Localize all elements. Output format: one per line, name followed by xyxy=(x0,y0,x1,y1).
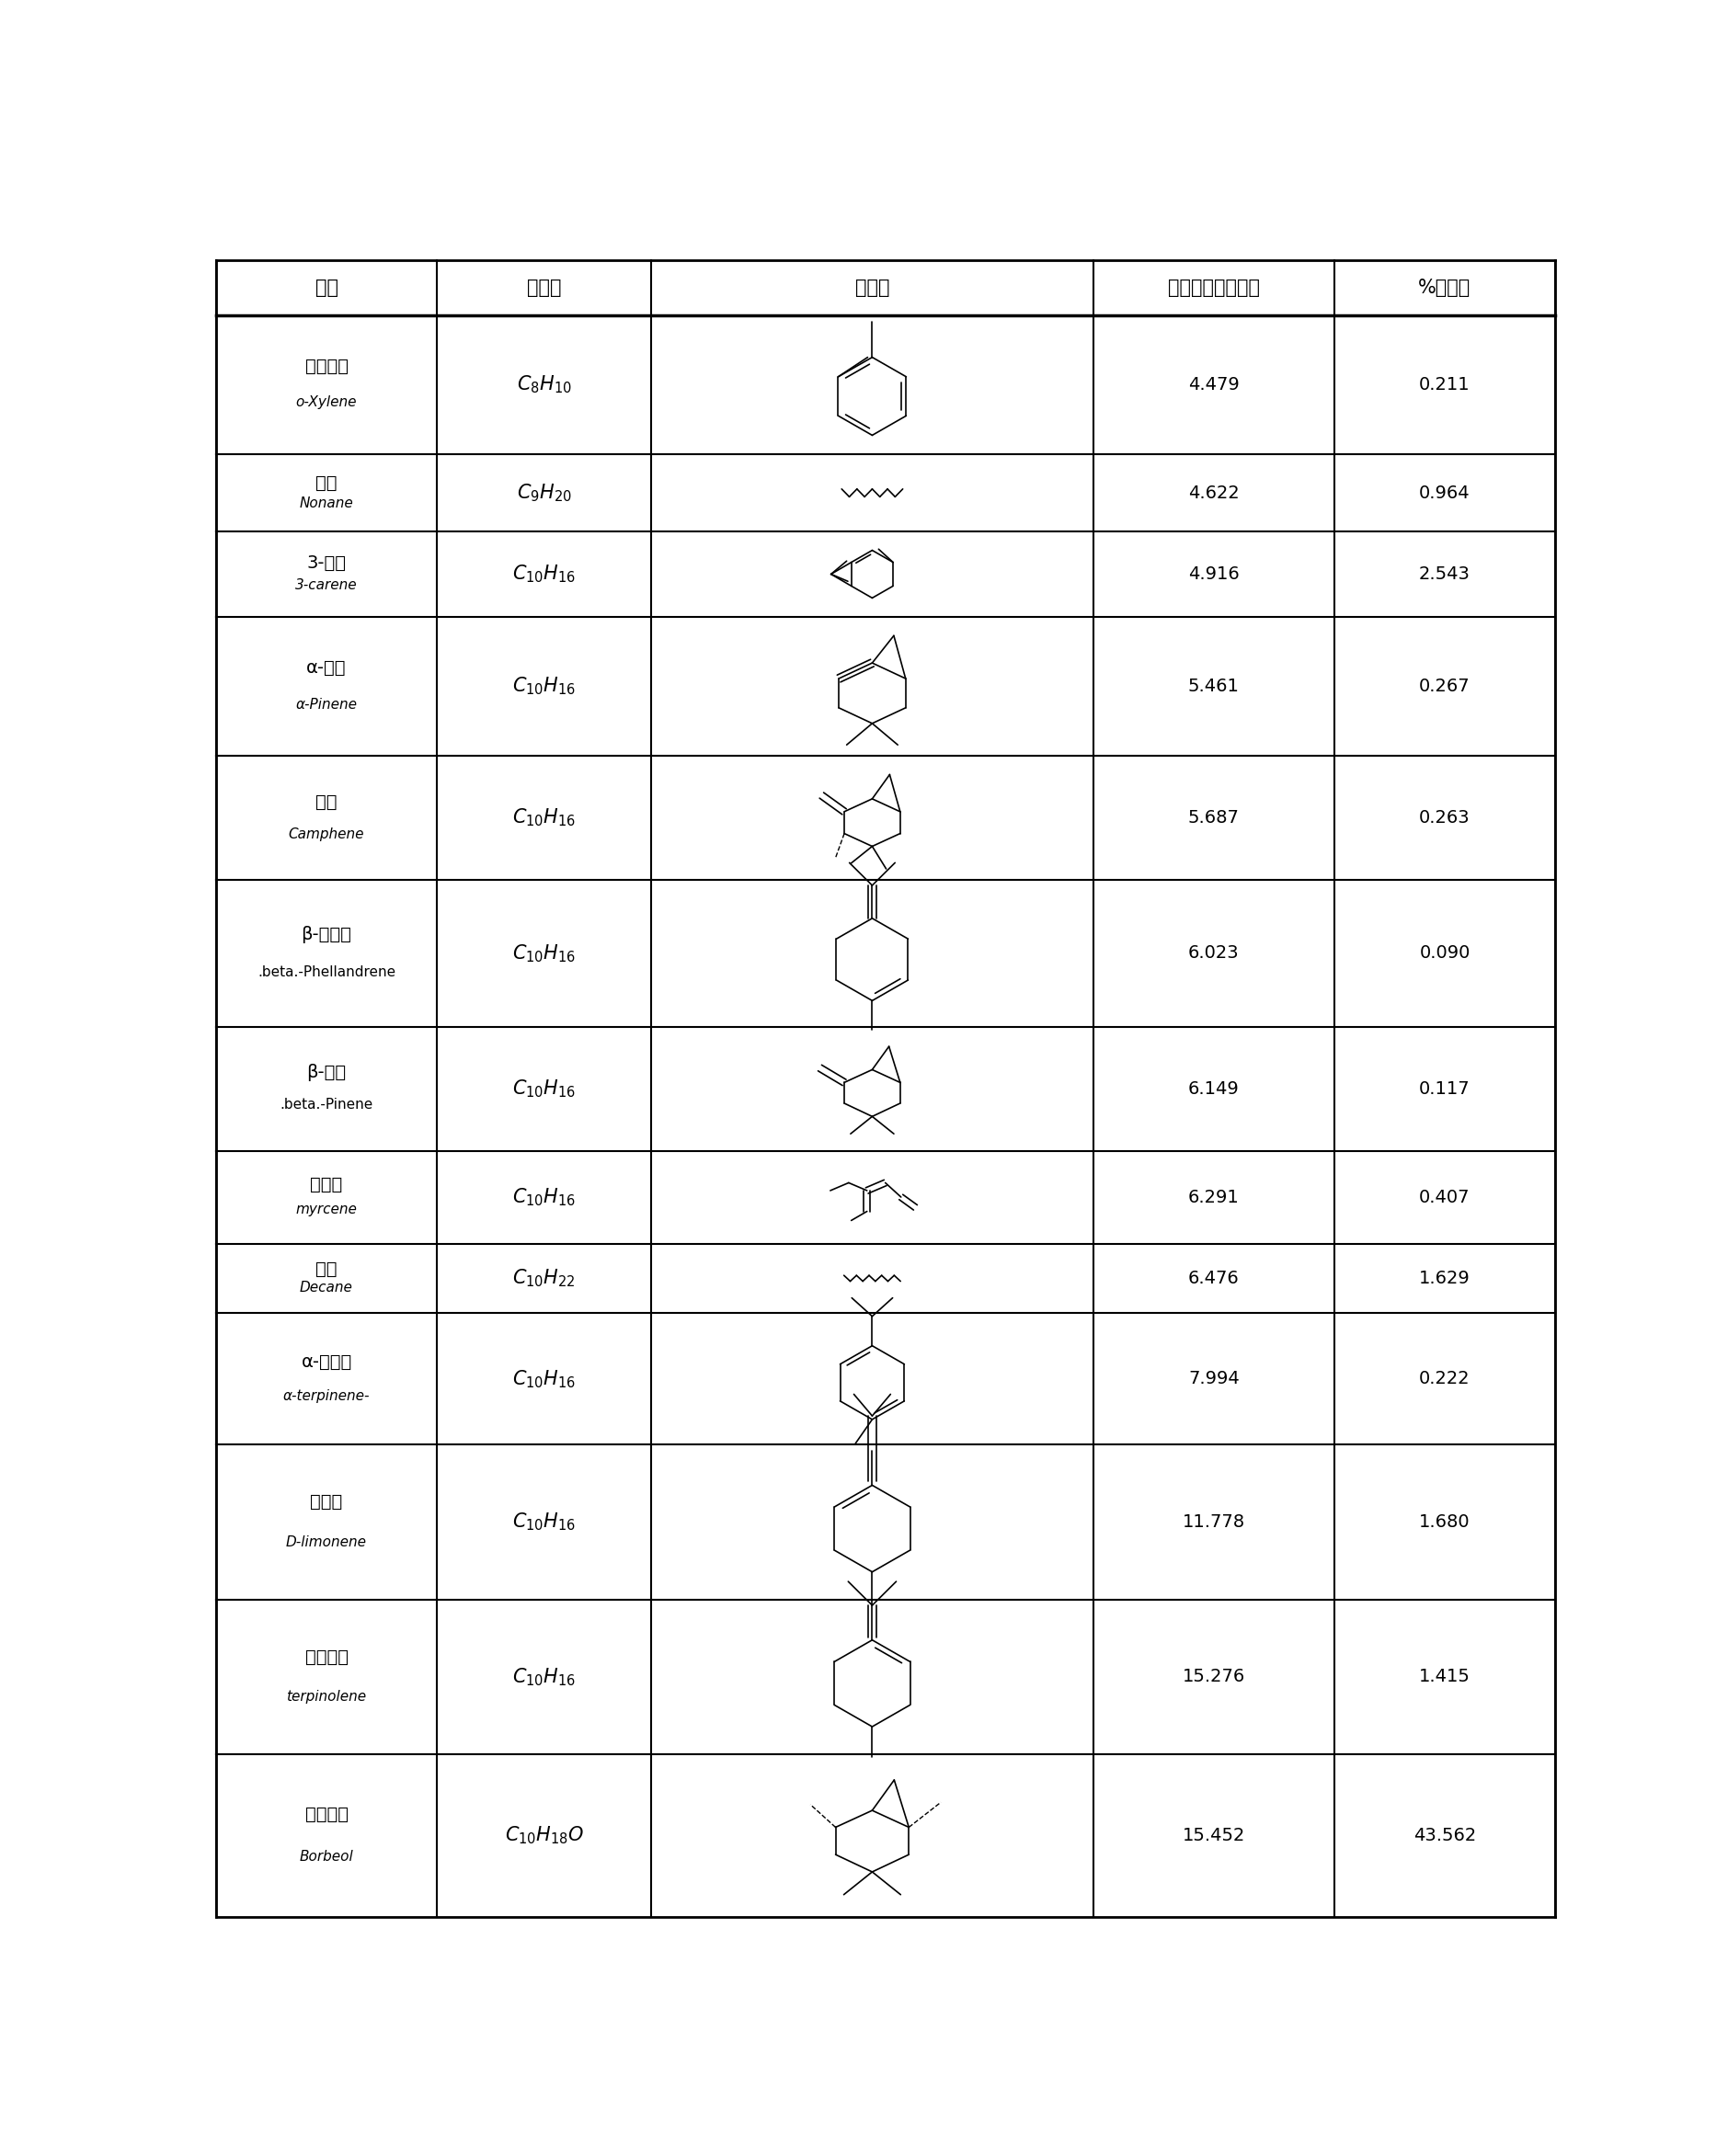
Text: Decane: Decane xyxy=(301,1281,353,1294)
Text: 6.291: 6.291 xyxy=(1189,1188,1239,1205)
Text: 0.090: 0.090 xyxy=(1419,944,1471,962)
Text: α-蒎烯: α-蒎烯 xyxy=(306,660,347,677)
Text: 0.267: 0.267 xyxy=(1419,677,1471,694)
Text: 3-蒈烯: 3-蒈烯 xyxy=(306,554,346,571)
Text: 名称: 名称 xyxy=(314,278,339,298)
Text: .beta.-Phellandrene: .beta.-Phellandrene xyxy=(257,966,396,979)
Text: 结构式: 结构式 xyxy=(855,278,890,298)
Text: 15.452: 15.452 xyxy=(1182,1826,1246,1843)
Text: 11.778: 11.778 xyxy=(1182,1514,1246,1531)
Text: 1.629: 1.629 xyxy=(1419,1270,1471,1287)
Text: $\mathit{C_{10}H_{16}}$: $\mathit{C_{10}H_{16}}$ xyxy=(511,1511,575,1533)
Text: 5.461: 5.461 xyxy=(1189,677,1239,694)
Text: 0.407: 0.407 xyxy=(1419,1188,1471,1205)
Text: 1.680: 1.680 xyxy=(1419,1514,1471,1531)
Text: α-松油烯: α-松油烯 xyxy=(301,1354,353,1371)
Text: $\mathit{C_8H_{10}}$: $\mathit{C_8H_{10}}$ xyxy=(517,373,572,395)
Text: $\mathit{C_{10}H_{16}}$: $\mathit{C_{10}H_{16}}$ xyxy=(511,1078,575,1100)
Text: 0.263: 0.263 xyxy=(1419,808,1471,826)
Text: $\mathit{C_{10}H_{16}}$: $\mathit{C_{10}H_{16}}$ xyxy=(511,675,575,696)
Text: 0.211: 0.211 xyxy=(1419,375,1471,392)
Text: .beta.-Pinene: .beta.-Pinene xyxy=(280,1097,373,1112)
Text: 3-carene: 3-carene xyxy=(295,578,358,593)
Text: 4.622: 4.622 xyxy=(1189,485,1239,502)
Text: $\mathit{C_{10}H_{16}}$: $\mathit{C_{10}H_{16}}$ xyxy=(511,806,575,828)
Text: α-Pinene: α-Pinene xyxy=(295,699,358,711)
Text: o-Xylene: o-Xylene xyxy=(295,397,358,410)
Text: β-水芹烯: β-水芹烯 xyxy=(301,925,353,942)
Text: 6.023: 6.023 xyxy=(1189,944,1239,962)
Text: 龙脑莰醇: 龙脑莰醇 xyxy=(304,1805,347,1824)
Text: 5.687: 5.687 xyxy=(1189,808,1239,826)
Text: β-蒎烯: β-蒎烯 xyxy=(306,1063,346,1082)
Text: 7.994: 7.994 xyxy=(1189,1371,1239,1388)
Text: 癸烷: 癸烷 xyxy=(316,1261,337,1279)
Text: 壬烷: 壬烷 xyxy=(316,474,337,492)
Text: 15.276: 15.276 xyxy=(1182,1669,1246,1686)
Text: 柠檬烯: 柠檬烯 xyxy=(311,1494,342,1511)
Text: myrcene: myrcene xyxy=(295,1203,358,1216)
Text: Nonane: Nonane xyxy=(299,496,354,509)
Text: %比总数: %比总数 xyxy=(1419,278,1471,298)
Text: $\mathit{C_{10}H_{16}}$: $\mathit{C_{10}H_{16}}$ xyxy=(511,1369,575,1391)
Text: 6.149: 6.149 xyxy=(1189,1080,1239,1097)
Text: 异松油烯: 异松油烯 xyxy=(304,1647,347,1664)
Text: $\mathit{C_9H_{20}}$: $\mathit{C_9H_{20}}$ xyxy=(517,483,572,505)
Text: D-limonene: D-limonene xyxy=(287,1535,366,1548)
Text: $\mathit{C_{10}H_{16}}$: $\mathit{C_{10}H_{16}}$ xyxy=(511,942,575,964)
Text: $\mathit{C_{10}H_{22}}$: $\mathit{C_{10}H_{22}}$ xyxy=(513,1268,575,1289)
Text: Borbeol: Borbeol xyxy=(299,1850,354,1863)
Text: terpinolene: terpinolene xyxy=(287,1690,366,1703)
Text: $\mathit{C_{10}H_{16}}$: $\mathit{C_{10}H_{16}}$ xyxy=(511,1186,575,1207)
Text: 43.562: 43.562 xyxy=(1414,1826,1476,1843)
Text: α-terpinene-: α-terpinene- xyxy=(283,1388,370,1404)
Text: 分子式: 分子式 xyxy=(527,278,562,298)
Text: Camphene: Camphene xyxy=(289,828,365,841)
Text: 保留时间（分钟）: 保留时间（分钟） xyxy=(1168,278,1260,298)
Text: 0.117: 0.117 xyxy=(1419,1080,1471,1097)
Text: 1.415: 1.415 xyxy=(1419,1669,1471,1686)
Text: 莰烯: 莰烯 xyxy=(316,793,337,811)
Text: 邻二甲苯: 邻二甲苯 xyxy=(304,358,347,375)
Text: $\mathit{C_{10}H_{16}}$: $\mathit{C_{10}H_{16}}$ xyxy=(511,1667,575,1688)
Text: 4.479: 4.479 xyxy=(1189,375,1239,392)
Text: 4.916: 4.916 xyxy=(1189,565,1239,582)
Text: 0.964: 0.964 xyxy=(1419,485,1471,502)
Text: 6.476: 6.476 xyxy=(1189,1270,1239,1287)
Text: 月桂烯: 月桂烯 xyxy=(311,1177,342,1194)
Text: 0.222: 0.222 xyxy=(1419,1371,1471,1388)
Text: 2.543: 2.543 xyxy=(1419,565,1471,582)
Text: $\mathit{C_{10}H_{16}}$: $\mathit{C_{10}H_{16}}$ xyxy=(511,563,575,584)
Text: $\mathit{C_{10}H_{18}O}$: $\mathit{C_{10}H_{18}O}$ xyxy=(505,1824,584,1846)
